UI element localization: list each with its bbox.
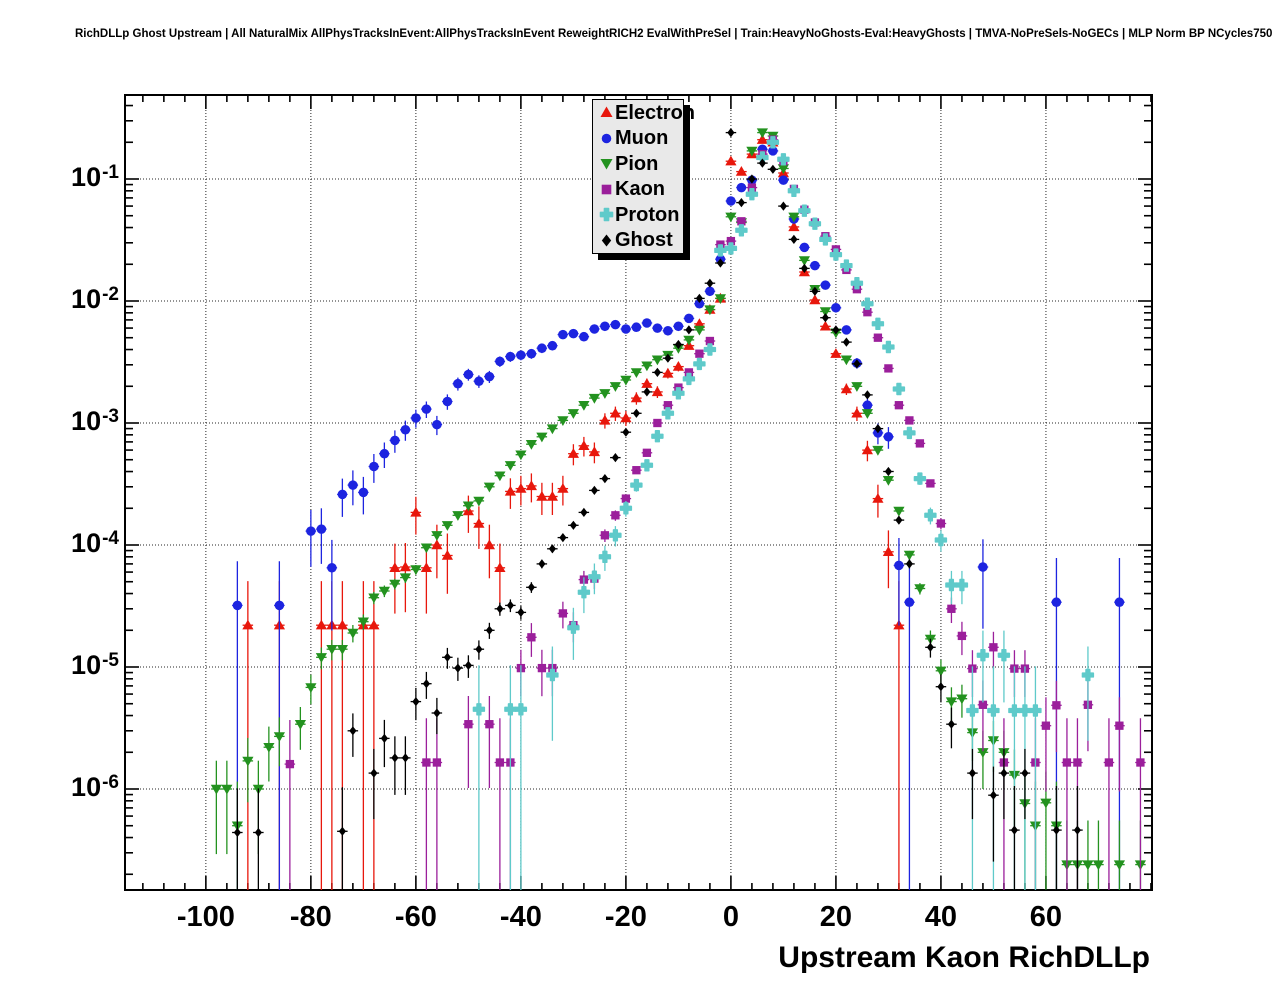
x-tick-label: -80 [289, 901, 332, 933]
pion-marker-icon [598, 155, 615, 172]
proton-marker-icon [598, 206, 615, 223]
x-tick-label: 0 [722, 901, 739, 933]
x-tick-label: 40 [924, 901, 958, 933]
y-tick-label: 10-1 [71, 162, 119, 192]
legend-entry-ghost: Ghost [593, 228, 683, 253]
series-proton [472, 136, 1095, 890]
legend-label: Kaon [615, 178, 665, 201]
x-axis-title: Upstream Kaon RichDLLp [778, 941, 1150, 974]
legend-label: Muon [615, 127, 669, 150]
legend-entry-electron: Electron [593, 100, 695, 125]
x-tick-label: -40 [499, 901, 542, 933]
y-tick-label: 10-3 [71, 406, 119, 436]
legend-box[interactable]: Electron Muon Pion Kaon Proton Ghost [592, 99, 695, 254]
legend-label: Ghost [615, 229, 673, 252]
electron-marker-icon [598, 104, 615, 121]
y-tick-label: 10-4 [71, 528, 119, 558]
y-tick-label: 10-5 [71, 650, 119, 680]
legend-entry-muon: Muon [593, 126, 683, 151]
legend-entry-pion: Pion [593, 151, 683, 176]
legend-label: Pion [615, 152, 659, 175]
plot-title: RichDLLp Ghost Upstream | All NaturalMix… [75, 28, 1276, 40]
kaon-marker-icon [598, 181, 615, 198]
x-tick-label: -60 [394, 901, 437, 933]
x-tick-label: -100 [176, 901, 235, 933]
legend-entry-kaon: Kaon [593, 177, 683, 202]
series-ghost [232, 128, 1083, 890]
plot-frame [124, 94, 1153, 891]
x-tick-label: 20 [819, 901, 853, 933]
y-tick-label: 10-6 [71, 772, 119, 802]
x-tick-label: 60 [1029, 901, 1063, 933]
y-tick-label: 10-2 [71, 284, 119, 314]
legend-label: Proton [615, 203, 680, 226]
x-tick-label: -20 [604, 901, 647, 933]
legend-label: Electron [615, 101, 696, 124]
legend-entry-proton: Proton [593, 202, 683, 227]
muon-marker-icon [598, 130, 615, 147]
ghost-marker-icon [598, 232, 615, 249]
series-muon [232, 144, 1125, 890]
